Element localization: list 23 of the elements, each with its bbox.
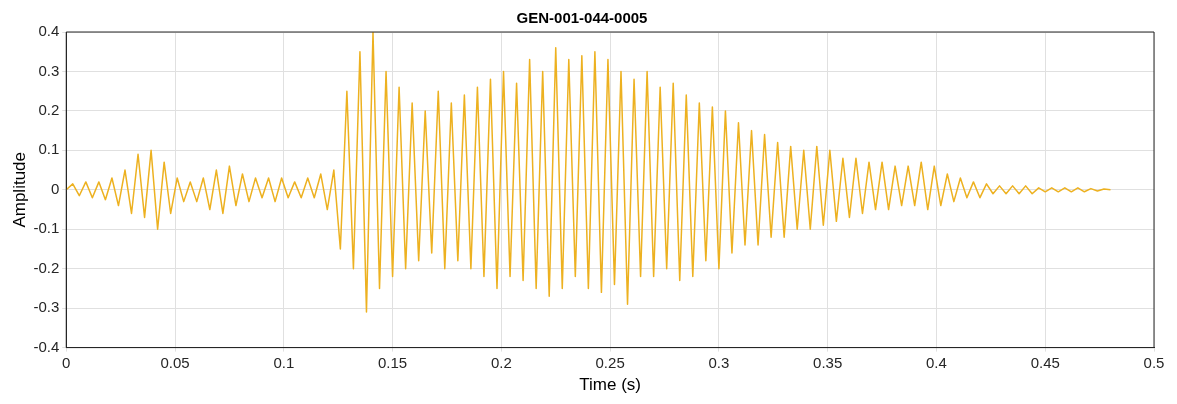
x-tick-label: 0.45 (1030, 353, 1060, 371)
y-tick-label: -0.3 (33, 298, 60, 316)
x-axis-title: Time (s) (579, 375, 641, 395)
y-tick-label: 0 (50, 179, 60, 197)
x-tick-label: 0.25 (595, 353, 625, 371)
x-tick-label: 0.15 (377, 353, 408, 371)
x-tick-label: 0 (62, 353, 71, 371)
y-tick-label: 0.3 (38, 61, 60, 79)
x-tick-label: 0.5 (1143, 353, 1165, 371)
y-tick-label: 0.4 (38, 22, 60, 40)
x-tick-label: 0.2 (490, 353, 512, 371)
chart-title: GEN-001-044-0005 (516, 9, 648, 27)
x-tick-label: 0.35 (813, 353, 843, 371)
y-tick-label: 0.2 (38, 101, 60, 119)
x-tick-label: 0.05 (160, 353, 190, 371)
y-axis-title: Amplitude (9, 152, 29, 228)
y-tick-label: -0.1 (33, 219, 60, 237)
y-tick-label: -0.2 (33, 258, 60, 276)
x-tick-label: 0.3 (708, 353, 730, 371)
y-tick-label: 0.1 (38, 140, 60, 158)
y-tick-label: -0.4 (33, 337, 60, 355)
x-tick-label: 0.1 (273, 353, 295, 371)
x-tick-label: 0.4 (926, 353, 947, 371)
